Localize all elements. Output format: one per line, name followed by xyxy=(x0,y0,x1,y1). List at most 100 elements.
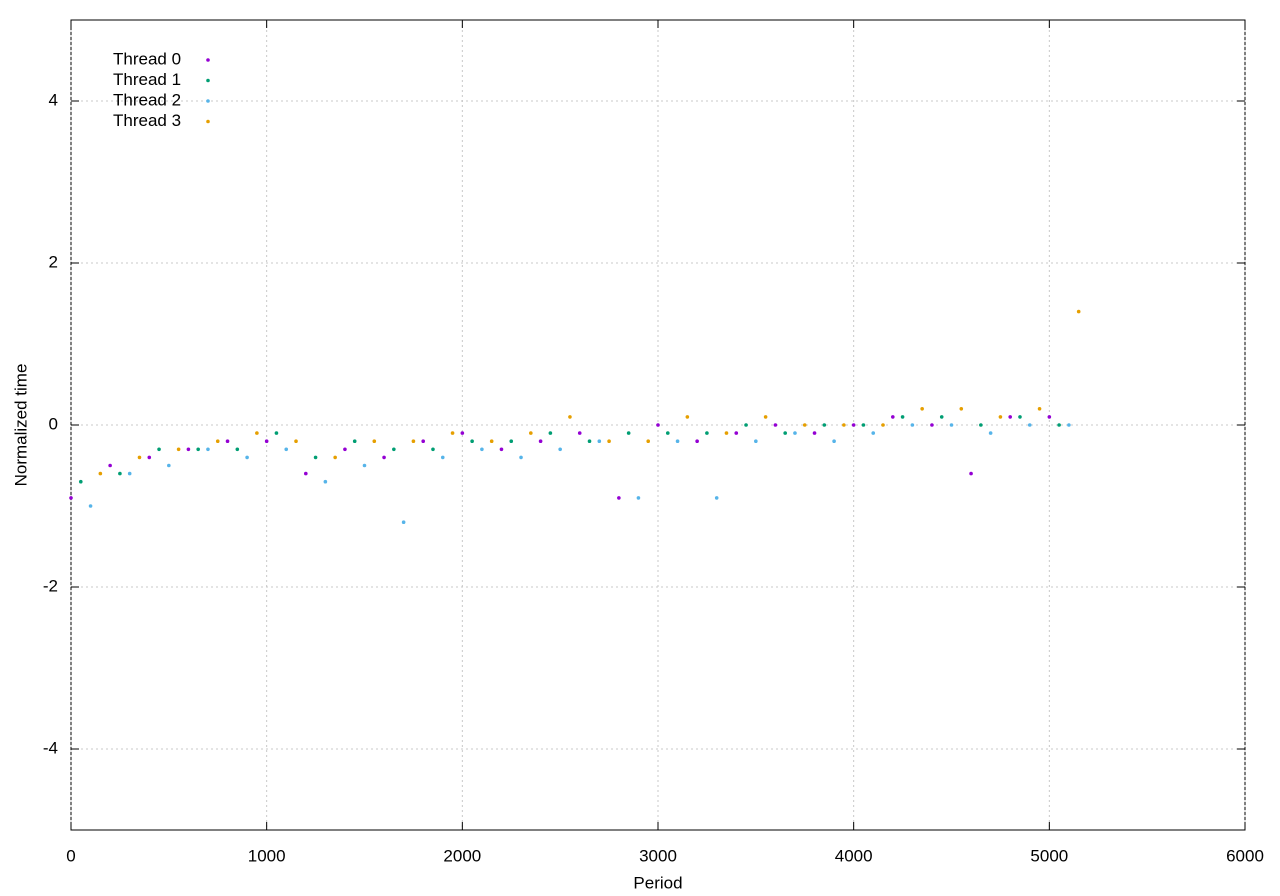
point xyxy=(206,447,210,452)
point xyxy=(822,423,827,427)
point xyxy=(509,439,514,444)
y-tick-label: 2 xyxy=(49,252,58,271)
point xyxy=(147,455,152,460)
point xyxy=(450,431,455,435)
legend-label: Thread 0 xyxy=(113,49,181,68)
point xyxy=(372,439,377,444)
point xyxy=(215,439,220,444)
point xyxy=(225,439,230,444)
y-tick-label: -2 xyxy=(43,576,58,595)
point xyxy=(949,423,954,427)
point xyxy=(851,423,856,427)
point xyxy=(861,423,866,427)
point xyxy=(665,431,670,435)
point xyxy=(832,439,836,444)
point xyxy=(626,431,631,435)
x-tick-label: 4000 xyxy=(835,846,873,865)
point xyxy=(959,407,964,411)
point xyxy=(362,463,367,468)
point xyxy=(998,415,1003,419)
point xyxy=(167,463,171,468)
point xyxy=(734,431,739,435)
point xyxy=(1047,415,1052,419)
point xyxy=(783,431,787,435)
point xyxy=(773,423,778,427)
point xyxy=(636,496,641,500)
legend-marker xyxy=(206,78,210,83)
point xyxy=(754,439,758,444)
point xyxy=(343,447,347,452)
point xyxy=(1076,309,1081,314)
point xyxy=(568,415,572,419)
point xyxy=(675,439,680,444)
point xyxy=(920,407,924,411)
point xyxy=(714,496,719,500)
y-tick-label: -4 xyxy=(43,738,58,757)
point xyxy=(744,423,748,427)
point xyxy=(392,447,396,452)
x-axis-label: Period xyxy=(633,873,682,892)
point xyxy=(802,423,807,427)
point xyxy=(264,439,269,444)
point xyxy=(979,423,983,427)
point xyxy=(656,423,660,427)
point xyxy=(939,415,944,419)
point xyxy=(617,496,621,500)
point xyxy=(597,439,602,444)
x-tick-label: 2000 xyxy=(443,846,481,865)
point xyxy=(1008,415,1012,419)
legend-label: Thread 2 xyxy=(113,90,181,109)
point xyxy=(382,455,386,460)
point xyxy=(401,520,406,524)
point xyxy=(988,431,993,435)
point xyxy=(519,455,523,460)
legend-marker xyxy=(206,99,210,103)
point xyxy=(1057,423,1061,427)
point xyxy=(529,431,533,435)
point xyxy=(871,431,876,435)
point xyxy=(118,471,122,476)
x-tick-label: 0 xyxy=(66,846,75,865)
point xyxy=(245,455,249,460)
point xyxy=(460,431,465,435)
point xyxy=(440,455,445,460)
point xyxy=(499,447,504,452)
legend-marker xyxy=(206,119,210,124)
point xyxy=(176,447,181,452)
point xyxy=(98,471,103,476)
point xyxy=(695,439,699,444)
y-axis-label: Normalized time xyxy=(11,364,30,487)
point xyxy=(930,423,934,427)
point xyxy=(793,431,797,435)
legend-marker xyxy=(206,58,210,62)
legend-label: Thread 3 xyxy=(113,111,181,130)
point xyxy=(969,471,973,476)
x-tick-label: 6000 xyxy=(1226,846,1264,865)
point xyxy=(108,463,112,468)
y-tick-label: 4 xyxy=(49,90,58,109)
point xyxy=(88,504,93,508)
point xyxy=(705,431,709,435)
x-tick-label: 1000 xyxy=(248,846,286,865)
point xyxy=(313,455,318,460)
point xyxy=(480,447,484,452)
point xyxy=(724,431,729,435)
point xyxy=(489,439,494,444)
point xyxy=(881,423,885,427)
point xyxy=(235,447,240,452)
legend-label: Thread 1 xyxy=(113,70,181,89)
point xyxy=(304,471,308,476)
point xyxy=(842,423,846,427)
point xyxy=(274,431,279,435)
point xyxy=(538,439,543,444)
point xyxy=(812,431,817,435)
point xyxy=(685,415,690,419)
point xyxy=(69,496,73,500)
point xyxy=(431,447,435,452)
point xyxy=(352,439,357,444)
point xyxy=(607,439,611,444)
point xyxy=(78,479,83,484)
point xyxy=(891,415,895,419)
point xyxy=(323,479,328,484)
